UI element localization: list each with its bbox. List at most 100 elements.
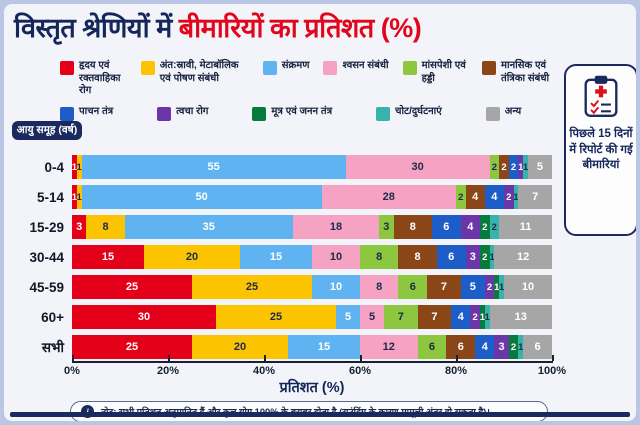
clipboard-medical-icon [584,75,618,117]
axis-tick-label: 60% [348,365,372,377]
axis-tick [456,355,458,361]
chart-legend: हृदय एवं रक्तवाहिका रोग अंत:स्रावी, मेटाब… [60,60,562,121]
legend-label: अन्य [504,105,522,117]
legend-swatch [376,106,391,121]
legend-swatch [252,106,267,121]
stacked-bar: 25 20 15 12 6 6 4 3 2 1 6 [72,335,552,359]
axis-tick [72,355,74,361]
bar-segment: 25 [192,275,312,299]
bar-segment: 1 [489,245,495,269]
bar-segment: 1 [72,155,77,179]
stacked-bar: 3 8 35 18 3 8 6 4 2 2 11 [72,215,552,239]
bar-segment: 1 [485,305,490,329]
bar-segment: 8 [398,245,437,269]
chart-row: 45-59 25 25 10 8 6 7 5 2 1 1 10 [4,272,564,302]
legend-swatch [485,106,500,121]
bar-segment: 25 [72,275,192,299]
legend-swatch [157,106,172,121]
bar-segment: 28 [321,185,456,209]
legend-item: मानसिक एवं तंत्रिका संबंधी [482,60,562,85]
bar-segment: 1 [499,275,504,299]
bar-segment: 2 [470,305,480,329]
bar-segment: 6 [446,335,476,359]
footnote: i नोट: सभी प्रतिशत अनुमानित हैं और कुल य… [70,401,548,421]
bar-segment: 20 [144,245,240,269]
axis-tick-label: 100% [537,365,567,377]
bar-segment: 6 [431,215,461,239]
bar-segment: 2 [499,155,509,179]
bar-segment: 8 [360,275,399,299]
bar-segment: 1 [480,305,485,329]
page-title: विस्तृत श्रेणियों में बीमारियों का प्रति… [14,8,422,45]
infographic-card: विस्तृत श्रेणियों में बीमारियों का प्रति… [4,4,636,421]
bar-segment: 2 [479,245,490,269]
bar-segment: 20 [192,335,288,359]
bar-segment: 2 [503,185,514,209]
axis-tick-label: 40% [252,365,276,377]
bar-segment: 1 [513,185,519,209]
legend-label: संक्रमण [281,60,310,71]
bottom-accent-bar [10,412,630,417]
axis-tick [264,355,266,361]
bar-segment: 15 [240,245,312,269]
legend-swatch [482,61,497,75]
y-axis-label: सभी [41,340,64,355]
legend-label: मानसिक एवं तंत्रिका संबंधी [501,60,550,84]
bar-segment: 13 [489,305,552,329]
chart-row: 30-44 15 20 15 10 8 8 6 3 2 1 12 [4,242,564,272]
bar-segment: 50 [81,185,322,209]
bar-segment: 3 [465,245,480,269]
bar-segment: 15 [72,245,144,269]
bar-segment: 10 [312,275,360,299]
chart-row: सभी 25 20 15 12 6 6 4 3 2 1 6 [4,332,564,362]
bar-segment: 4 [484,185,504,209]
bar-segment: 8 [86,215,125,239]
bar-segment: 2 [489,215,500,239]
bar-segment: 2 [479,215,490,239]
chart-row: 15-29 3 8 35 18 3 8 6 4 2 2 11 [4,212,564,242]
legend-item: चोट/दुर्घटनाएं [376,106,442,121]
axis-tick [552,355,554,361]
y-axis-label: 0-4 [44,159,64,175]
x-axis: 0% 20% 40% 60% 80% 100% [64,355,566,377]
bar-segment: 6 [417,335,447,359]
bar-segment: 8 [360,245,399,269]
report-period-text: पिछले 15 दिनों में रिपोर्ट की गई बीमारिय… [569,128,633,172]
bar-segment: 2 [484,275,495,299]
legend-label: चोट/दुर्घटनाएं [395,105,442,117]
legend-label: पाचन तंत्र [79,105,114,117]
bar-segment: 8 [393,215,432,239]
legend-swatch [402,61,417,75]
legend-row: पाचन तंत्र त्वचा रोग मूत्र एवं जनन तंत्र चो… [60,106,562,121]
legend-item: संक्रमण [262,60,310,75]
bar-segment: 4 [460,215,480,239]
bar-segment: 2 [455,185,466,209]
bar-segment: 3 [72,215,87,239]
bar-segment: 3 [379,215,394,239]
bar-segment: 4 [451,305,471,329]
x-axis-title: प्रतिशत (%) [279,380,345,396]
bar-segment: 55 [81,155,346,179]
bar-segment: 15 [288,335,360,359]
legend-label: मूत्र एवं जनन तंत्र [271,105,333,117]
bar-segment: 2 [508,335,519,359]
axis-tick [168,355,170,361]
report-period-box: पिछले 15 दिनों में रिपोर्ट की गई बीमारिय… [564,64,636,236]
bar-segment: 3 [494,335,509,359]
bar-segment: 25 [72,335,192,359]
bar-segment: 1 [523,155,528,179]
bar-segment: 30 [72,305,216,329]
axis-tick [360,355,362,361]
bar-segment: 4 [465,185,485,209]
bar-segment: 7 [518,185,552,209]
bar-segment: 6 [436,245,466,269]
legend-item: पाचन तंत्र [60,106,113,121]
legend-label: हृदय एवं रक्तवाहिका रोग [79,60,121,96]
y-axis-label: 30-44 [29,249,64,265]
bar-segment: 7 [417,305,452,329]
title-part-red: बीमारियों का प्रतिशत (%) [178,13,422,43]
legend-label: अंत:स्रावी, मेटाबॉलिक एवं पोषण संबंधी [159,60,239,84]
legend-label: मांसपेशी एवं हड्डी [421,60,466,84]
legend-item: मांसपेशी एवं हड्डी [402,60,468,85]
